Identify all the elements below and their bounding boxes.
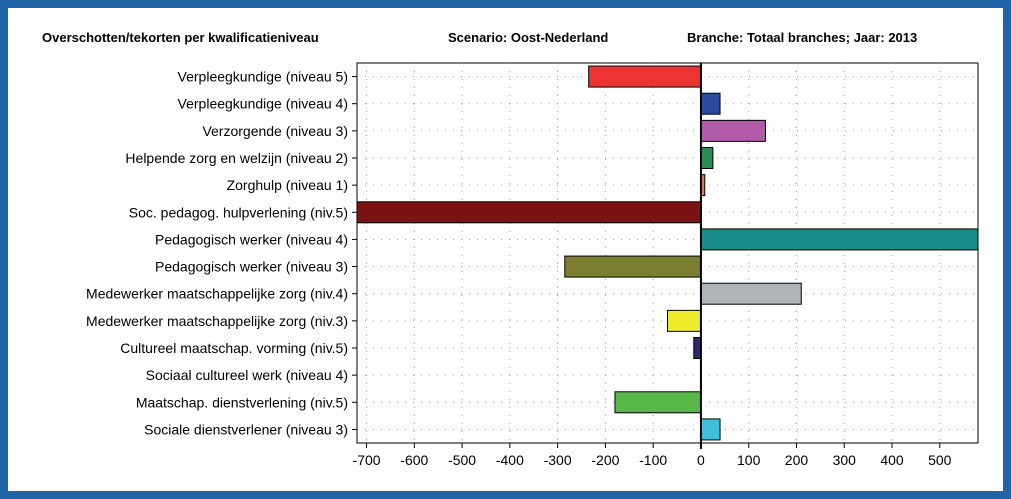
x-tick-label: -400 <box>496 452 524 468</box>
bar <box>700 119 766 142</box>
category-label: Zorghulp (niveau 1) <box>227 177 348 193</box>
x-tick-label: -200 <box>591 452 619 468</box>
category-label: Verpleegkundige (niveau 4) <box>178 96 348 112</box>
bar <box>700 282 802 305</box>
bar <box>667 309 702 332</box>
branche-label: Branche: Totaal branches; Jaar: 2013 <box>687 30 918 45</box>
plot-area <box>356 62 979 444</box>
category-label: Pedagogisch werker (niveau 3) <box>155 259 348 275</box>
bar <box>356 201 702 224</box>
category-label: Maatschap. dienstverlening (niv.5) <box>136 394 348 410</box>
x-tick-label: 100 <box>737 452 761 468</box>
x-tick-label: -300 <box>544 452 572 468</box>
bar-chart: Verpleegkundige (niveau 5) Verpleegkundig… <box>86 62 979 468</box>
x-tick-label: 300 <box>833 452 857 468</box>
x-tick-label: -100 <box>639 452 667 468</box>
bar <box>693 337 702 359</box>
category-label: Verpleegkundige (niveau 5) <box>178 69 348 85</box>
bar <box>564 255 702 278</box>
category-label: Helpende zorg en welzijn (niveau 2) <box>125 150 348 166</box>
scenario-label: Scenario: Oost-Nederland <box>448 30 609 45</box>
x-tick-label: -600 <box>400 452 428 468</box>
category-label: Pedagogisch werker (niveau 4) <box>155 231 348 247</box>
category-label: Verzorgende (niveau 3) <box>202 123 348 139</box>
category-label: Medewerker maatschappelijke zorg (niv.3) <box>86 313 348 329</box>
bar <box>588 65 702 88</box>
chart-panel: Overschotten/tekorten per kwalificatieni… <box>8 8 1003 491</box>
category-label: Cultureel maatschap. vorming (niv.5) <box>120 340 348 356</box>
chart-title: Overschotten/tekorten per kwalificatieni… <box>42 30 319 45</box>
category-label: Sociaal cultureel werk (niveau 4) <box>146 367 348 383</box>
category-label: Sociale dienstverlener (niveau 3) <box>144 421 348 437</box>
x-tick-label: -700 <box>353 452 381 468</box>
category-label: Medewerker maatschappelijke zorg (niv.4) <box>86 286 348 302</box>
x-tick-label: 0 <box>697 452 705 468</box>
x-tick-label: 200 <box>785 452 809 468</box>
bar <box>700 228 979 251</box>
bar <box>700 147 714 169</box>
bar <box>700 418 721 441</box>
x-tick-label: -500 <box>448 452 476 468</box>
bar <box>614 391 702 414</box>
category-label: Soc. pedagog. hulpverlening (niv.5) <box>129 204 348 220</box>
bar <box>700 92 721 115</box>
x-tick-label: 400 <box>880 452 904 468</box>
x-tick-label: 500 <box>928 452 952 468</box>
